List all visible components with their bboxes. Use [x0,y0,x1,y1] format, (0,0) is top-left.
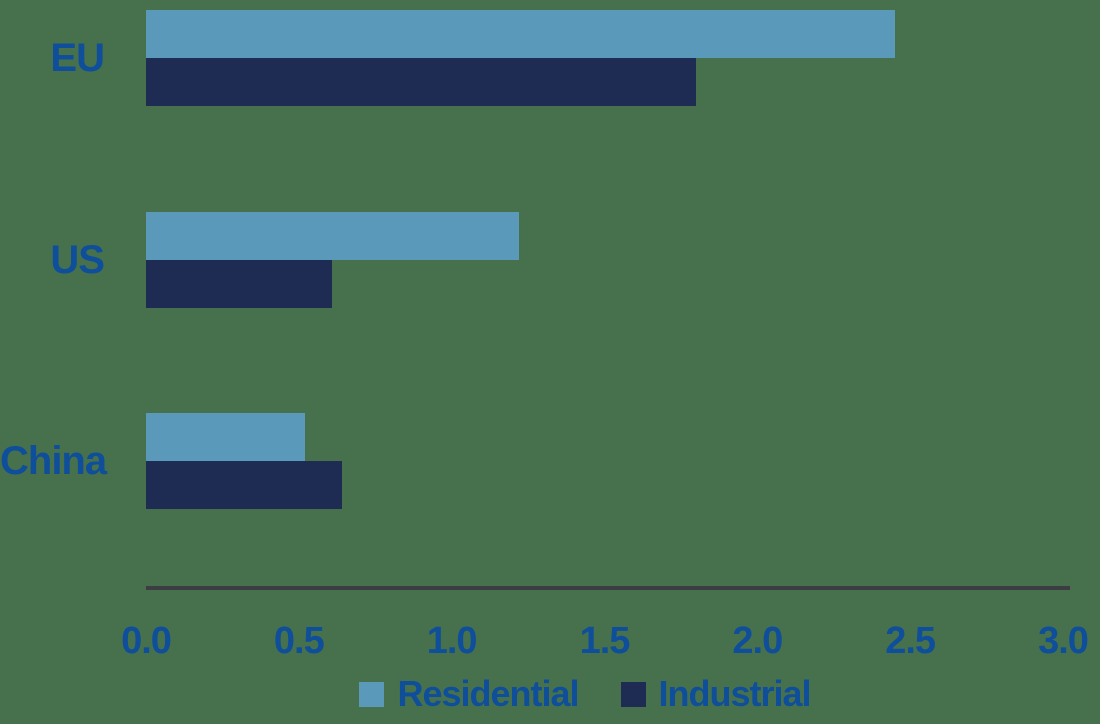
legend-swatch-industrial-icon [620,681,646,707]
legend-item-industrial: Industrial [620,673,812,714]
bar-eu-residential [146,10,895,58]
x-tick-label-0.0: 0.0 [121,620,172,662]
x-tick-label-2.0: 2.0 [732,620,783,662]
legend-swatch-residential-icon [359,681,385,707]
x-tick-label-1.5: 1.5 [579,620,631,662]
x-axis-line [146,586,1070,590]
category-label-eu: EU [50,36,105,80]
plot-area [146,0,1063,586]
legend-item-residential: Residential [359,673,580,714]
x-tick-label-0.5: 0.5 [273,620,325,662]
bar-china-industrial [146,461,342,509]
bar-eu-industrial [146,58,697,106]
category-label-us: US [50,237,105,282]
x-tick-label-3.0: 3.0 [1038,620,1089,662]
legend-label-industrial: Industrial [658,673,812,714]
bar-us-residential [146,211,519,260]
bar-china-residential [146,413,305,461]
bar-us-industrial [146,259,333,308]
category-label-china: China [0,439,107,483]
x-tick-label-1.0: 1.0 [426,620,478,662]
legend-label-residential: Residential [397,673,579,714]
legend: Residential Industrial [0,676,1100,712]
x-tick-label-2.5: 2.5 [885,620,936,662]
